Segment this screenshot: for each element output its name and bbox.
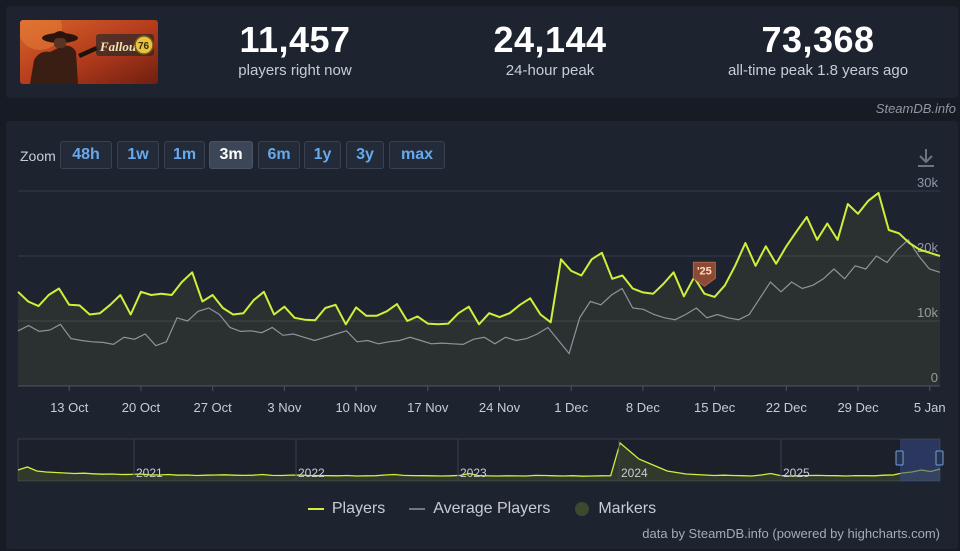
navigator-year-label: 2024 [621,466,648,480]
navigator-handle-left[interactable] [895,450,904,466]
x-tick-label: 24 Nov [479,400,521,415]
peak24-stat: 24,144 24-hour peak [460,19,640,80]
svg-text:76: 76 [138,41,150,52]
chart-legend: Players Average Players Markers [6,500,958,518]
stats-bar: Fallout 76 11,457 players right now 24,1… [6,6,958,98]
download-icon[interactable] [916,147,936,174]
legend-markers-label: Markers [598,500,657,517]
x-tick-label: 22 Dec [766,400,808,415]
legend-players-label: Players [331,500,386,517]
zoom-button-max[interactable]: max [389,141,445,169]
navigator-line [17,441,941,477]
x-tick-label: 20 Oct [122,400,161,415]
zoom-button-48h[interactable]: 48h [60,141,112,169]
x-tick-label: 5 Jan [914,400,946,415]
svg-text:Fallout: Fallout [99,39,140,54]
navigator-year-label: 2021 [136,466,163,480]
navigator-year-label: 2023 [460,466,487,480]
current-players-stat: 11,457 players right now [200,19,390,80]
zoom-button-3y[interactable]: 3y [346,141,384,169]
x-tick-label: 13 Oct [50,400,89,415]
current-players-value: 11,457 [239,19,351,60]
marker-badge [692,261,716,287]
peak24-label: 24-hour peak [505,62,595,79]
y-tick-label: 10k [917,305,938,320]
chart-panel: Zoom 48h 1w 1m 3m 6m 1y 3y max 0 10k 20k 30… [6,121,958,549]
average-players-line [17,238,941,355]
players-area [18,192,940,386]
alltime-peak-label: all-time peak 1.8 years ago [727,62,909,79]
legend-players[interactable]: Players [307,500,386,518]
zoom-button-3m[interactable]: 3m [209,141,253,169]
game-header-image[interactable]: Fallout 76 [20,20,158,84]
chart-credit[interactable]: data by SteamDB.info (powered by highcha… [642,526,940,541]
x-tick-label: 29 Dec [837,400,879,415]
legend-average-label: Average Players [433,500,551,517]
steamdb-credit[interactable]: SteamDB.info [875,101,956,116]
y-tick-label: 0 [931,370,938,385]
marker-label: '25 [697,265,712,277]
zoom-label: Zoom [20,148,56,164]
x-tick-label: 17 Nov [407,400,449,415]
navigator-year-label: 2022 [298,466,325,480]
navigator-window[interactable] [900,439,940,481]
peak24-value: 24,144 [493,19,607,60]
zoom-button-1w[interactable]: 1w [117,141,159,169]
y-tick-label: 30k [917,175,938,190]
zoom-button-1y[interactable]: 1y [304,141,341,169]
legend-average[interactable]: Average Players [409,500,550,518]
zoom-button-1m[interactable]: 1m [164,141,205,169]
alltime-peak-stat: 73,368 all-time peak 1.8 years ago [702,19,934,80]
current-players-label: players right now [238,62,352,79]
navigator-handle-right[interactable] [935,450,944,466]
navigator-year-label: 2025 [783,466,810,480]
zoom-button-6m[interactable]: 6m [258,141,300,169]
players-line [17,191,941,326]
legend-markers[interactable]: Markers [574,500,656,518]
x-tick-label: 3 Nov [267,400,301,415]
x-tick-label: 10 Nov [335,400,377,415]
x-tick-label: 1 Dec [554,400,588,415]
x-tick-label: 8 Dec [626,400,660,415]
navigator-area [18,443,940,481]
x-tick-label: 27 Oct [193,400,232,415]
alltime-peak-value: 73,368 [761,19,875,60]
x-tick-label: 15 Dec [694,400,736,415]
